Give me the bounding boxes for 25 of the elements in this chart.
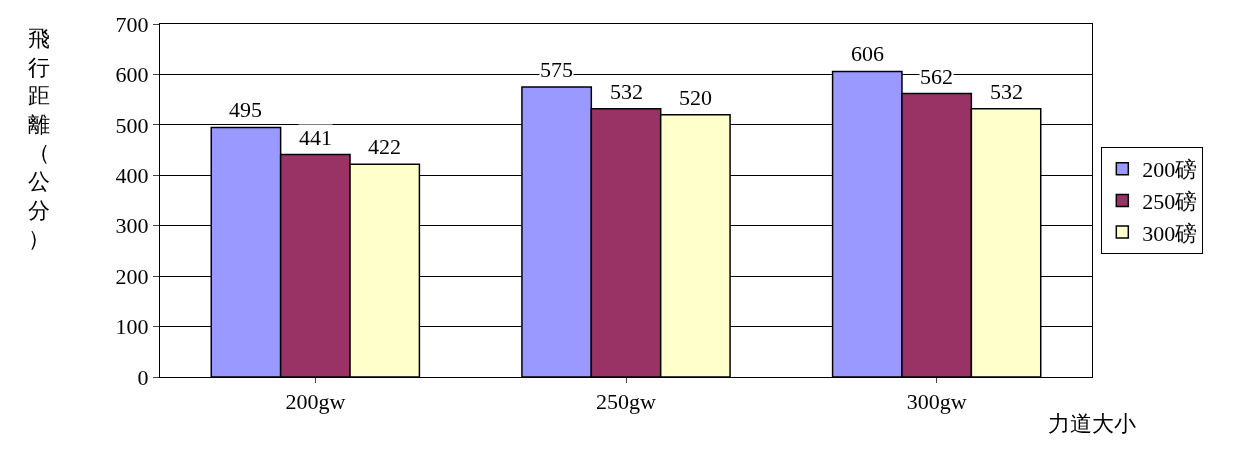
data-label: 441 — [299, 125, 332, 150]
x-axis-title: 力道大小 — [1048, 411, 1136, 436]
y-tick-label: 0 — [137, 364, 149, 390]
data-label: 532 — [610, 79, 643, 104]
y-tick-label: 200 — [115, 263, 149, 289]
data-label: 562 — [920, 64, 953, 89]
legend-label: 250磅 — [1142, 188, 1198, 214]
y-tick-label: 700 — [115, 11, 149, 37]
y-tick-label: 500 — [115, 112, 149, 138]
x-tick-label: 200gw — [285, 389, 346, 415]
data-label: 495 — [229, 97, 262, 122]
legend-label: 200磅 — [1142, 157, 1198, 183]
data-label: 575 — [540, 57, 573, 82]
data-label: 422 — [368, 134, 401, 159]
data-label: 532 — [990, 79, 1023, 104]
legend-label: 300磅 — [1142, 220, 1198, 246]
data-label: 520 — [679, 85, 712, 110]
x-tick-label: 300gw — [906, 389, 967, 415]
y-tick-label: 300 — [115, 213, 149, 239]
y-tick-label: 600 — [115, 62, 149, 88]
y-tick-label: 100 — [115, 314, 149, 340]
data-label: 606 — [851, 41, 884, 66]
x-tick-label: 250gw — [596, 389, 657, 415]
y-tick-label: 400 — [115, 162, 149, 188]
y-axis-title: 飛行距離（公分） — [28, 26, 50, 252]
